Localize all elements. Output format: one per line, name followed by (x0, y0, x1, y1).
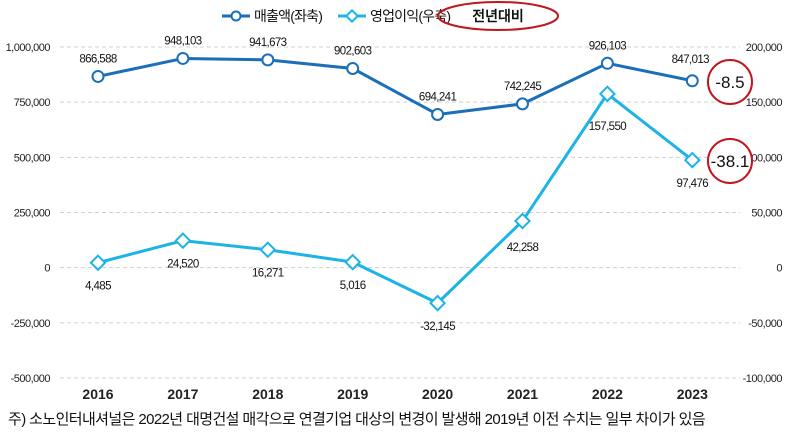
data-point-marker (431, 107, 445, 121)
x-tick-label: 2017 (167, 386, 198, 402)
data-label: 42,258 (507, 242, 539, 254)
data-point-marker (685, 74, 699, 88)
data-label: 24,520 (167, 259, 199, 271)
data-label: 694,241 (419, 91, 457, 103)
yoy-legend-label: 전년대비 (472, 8, 524, 24)
x-tick-label: 2018 (252, 386, 283, 402)
data-point-marker (600, 56, 614, 70)
left-tick-label: 0 (44, 263, 50, 275)
right-tick-label: 200,000 (746, 42, 783, 54)
data-label: 157,550 (589, 121, 627, 133)
data-label: 742,245 (504, 81, 542, 93)
yoy-circle (707, 59, 753, 105)
yoy-value: -8.5 (715, 73, 744, 92)
data-point-marker (344, 253, 362, 271)
data-point-marker (176, 51, 190, 65)
data-label: 902,603 (334, 45, 372, 57)
right-tick-label: 0 (776, 263, 782, 275)
right-tick-label: -100,000 (743, 373, 783, 385)
data-label: 97,476 (677, 178, 709, 190)
series-line-1 (97, 91, 694, 305)
yoy-value: -38.1 (711, 152, 750, 171)
data-point-marker (683, 151, 701, 169)
data-point-marker (89, 254, 107, 272)
data-point-marker (598, 85, 616, 103)
right-tick-label: 100,000 (746, 152, 783, 164)
footnote: 주) 소노인터내셔널은 2022년 대명건설 매각으로 연결기업 대상의 변경이… (8, 411, 706, 428)
yoy-legend-ellipse (437, 1, 559, 31)
data-point-marker (261, 53, 275, 67)
yoy-circle (707, 138, 753, 184)
legend-label: 매출액(좌축) (254, 8, 322, 24)
x-tick-label: 2021 (507, 386, 538, 402)
legend-circle-icon (230, 10, 242, 22)
right-tick-label: 150,000 (746, 97, 783, 109)
data-label: 941,673 (249, 37, 287, 49)
x-tick-label: 2019 (337, 386, 368, 402)
left-tick-label: 1,000,000 (6, 42, 51, 54)
data-label: 926,103 (589, 40, 627, 52)
data-label: 4,485 (85, 281, 111, 293)
data-label: 866,588 (79, 53, 117, 65)
x-tick-label: 2022 (592, 386, 623, 402)
left-tick-label: -500,000 (11, 373, 51, 385)
data-point-marker (516, 97, 529, 111)
x-tick-label: 2020 (422, 386, 453, 402)
right-tick-label: 50,000 (751, 208, 782, 220)
x-tick-label: 2016 (82, 386, 113, 402)
x-tick-label: 2023 (677, 386, 708, 402)
left-tick-label: 500,000 (14, 152, 51, 164)
data-label: -32,145 (420, 321, 455, 333)
data-point-marker (91, 69, 105, 83)
data-point-marker (429, 294, 447, 312)
left-tick-label: -250,000 (11, 318, 51, 330)
data-label: 5,016 (340, 280, 366, 292)
data-point-marker (346, 61, 360, 75)
right-tick-label: -50,000 (748, 318, 782, 330)
left-tick-label: 250,000 (14, 208, 51, 220)
left-tick-label: 750,000 (14, 97, 51, 109)
data-label: 847,013 (672, 54, 710, 66)
data-point-marker (174, 232, 192, 250)
data-point-marker (259, 241, 277, 259)
data-point-marker (514, 212, 531, 230)
legend-diamond-icon (344, 8, 360, 24)
series-line-0 (97, 56, 693, 117)
legend-label: 영업이익(우축) (370, 8, 450, 24)
data-label: 948,103 (164, 35, 202, 47)
data-label: 16,271 (252, 268, 284, 280)
